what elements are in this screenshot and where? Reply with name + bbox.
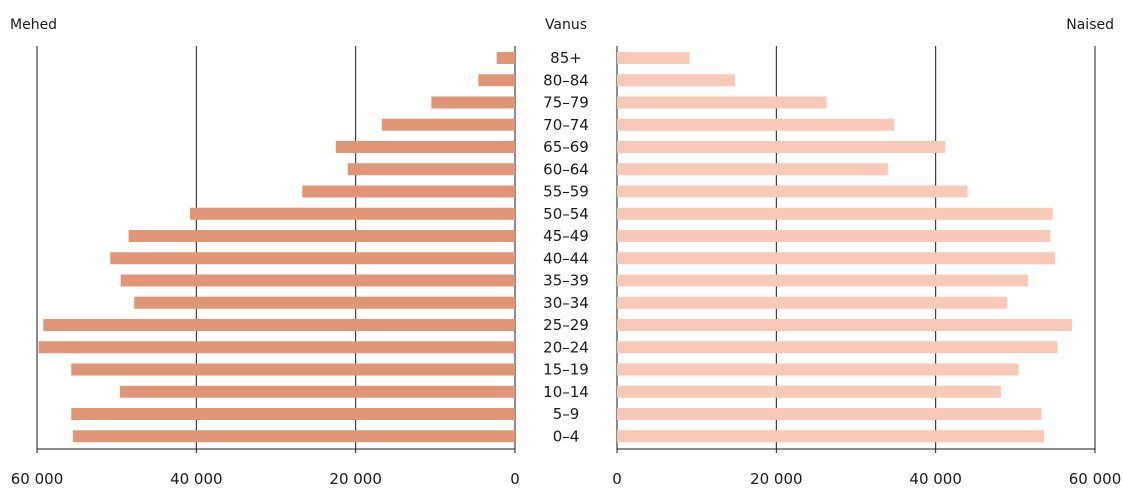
left-side-label: Mehed [10,17,57,33]
female-bar-80–84 [617,74,735,87]
male-bar-50–54 [189,207,515,220]
female-bar-10–14 [617,385,1001,398]
x-tick-label-right: 40 000 [909,470,962,488]
male-bar-65–69 [335,141,515,153]
right-side-label: Naised [1066,17,1114,33]
female-bar-40–44 [617,252,1056,265]
male-bar-75–79 [431,96,515,109]
female-bar-85+ [617,52,690,64]
age-label: 55–59 [543,183,589,201]
female-bar-45–49 [617,230,1051,242]
x-tick-label-right: 0 [612,470,622,488]
age-label: 10–14 [543,383,589,401]
female-bar-50–54 [617,207,1053,220]
male-bar-0–4 [72,430,515,443]
age-label: 35–39 [543,272,589,290]
age-label: 5–9 [553,405,580,423]
female-bar-75–79 [617,96,827,109]
x-tick-label-left: 40 000 [170,470,223,488]
female-bar-70–74 [617,118,895,131]
age-label: 65–69 [543,138,589,156]
x-tick-label-left: 60 000 [11,470,64,488]
female-bar-5–9 [617,408,1042,420]
female-bar-65–69 [617,141,946,153]
female-bar-30–34 [617,296,1008,309]
female-bar-35–39 [617,274,1029,287]
x-tick-label-left: 20 000 [329,470,382,488]
x-tick-label-left: 0 [510,470,520,488]
x-tick-labels: 0 0 20 000 20 000 40 000 40 000 60 000 60 000 [11,470,1122,488]
x-tick-label-right: 20 000 [750,470,803,488]
male-bar-40–44 [110,252,515,265]
age-label: 60–64 [543,160,589,178]
gridlines [36,46,1096,453]
female-bars [617,52,1072,443]
male-bar-80–84 [478,74,515,87]
age-label: 30–34 [543,294,589,312]
female-bar-55–59 [617,185,968,198]
male-bar-60–64 [347,163,515,176]
male-bar-55–59 [302,185,515,198]
male-bar-45–49 [128,230,515,242]
age-label: 75–79 [543,94,589,112]
female-bar-25–29 [617,319,1072,331]
age-label: 50–54 [543,205,589,223]
age-label: 15–19 [543,361,589,379]
male-bar-10–14 [119,385,515,398]
male-bars [38,52,516,443]
age-label: 80–84 [543,71,589,89]
age-label: 85+ [550,49,582,67]
female-bar-20–24 [617,341,1058,354]
age-label: 40–44 [543,249,589,267]
x-tick-label-right: 60 000 [1069,470,1122,488]
male-bar-5–9 [71,408,516,420]
female-bar-60–64 [617,163,888,176]
male-bar-30–34 [134,296,515,309]
age-label: 70–74 [543,116,589,134]
age-label: 20–24 [543,338,589,356]
male-bar-15–19 [71,363,516,376]
male-bar-70–74 [381,118,515,131]
center-axis-label: Vanus [545,17,587,33]
age-label: 25–29 [543,316,589,334]
age-label: 45–49 [543,227,589,245]
age-label: 0–4 [553,427,580,445]
age-labels: 85+ 80–84 75–79 70–74 65–69 60–64 55–59 50–54 45… [543,49,589,445]
male-bar-35–39 [120,274,516,287]
male-bar-20–24 [38,341,516,354]
male-bar-85+ [496,52,515,64]
male-bar-25–29 [43,319,516,331]
female-bar-15–19 [617,363,1019,376]
female-bar-0–4 [617,430,1045,443]
